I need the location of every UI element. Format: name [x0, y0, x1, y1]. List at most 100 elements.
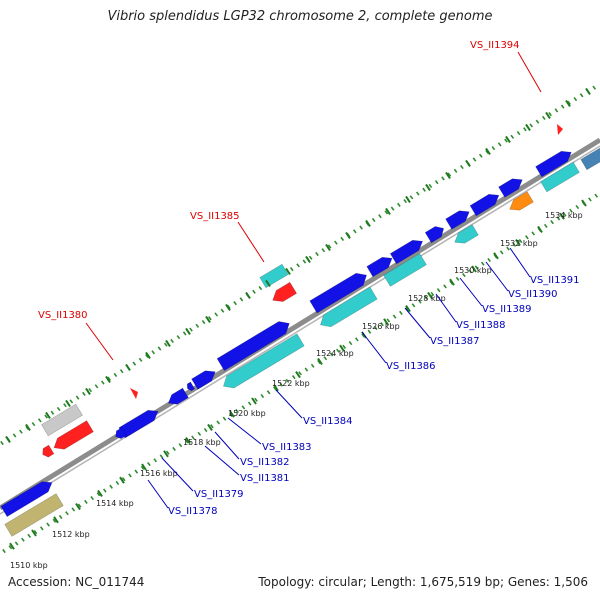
scale-tick [325, 243, 331, 251]
gc-tick [548, 112, 552, 117]
feature-label: VS_II1385 [190, 211, 240, 222]
gc-tick [254, 397, 258, 402]
gc-tick [128, 473, 132, 478]
gc-tick [560, 104, 565, 109]
scale-tick [515, 239, 521, 247]
backbone-layer [0, 137, 600, 515]
feature-label: VS_II1383 [262, 442, 312, 453]
gc-tick [165, 450, 170, 455]
feature-label: VS_II1387 [430, 336, 480, 347]
gc-tick [409, 195, 414, 200]
steelblue-feature [580, 147, 600, 171]
gc-tick [233, 301, 237, 306]
gc-tick [554, 108, 559, 113]
gc-tick [417, 299, 422, 304]
gc-tick [386, 318, 391, 323]
gc-tick [170, 338, 174, 344]
gc-tick [100, 380, 105, 385]
forward-cds-feature [115, 427, 128, 439]
gc-tick [588, 197, 592, 202]
forward-cds-feature [216, 321, 290, 372]
gc-tick [462, 272, 466, 278]
gc-tick [285, 378, 290, 383]
gc-tick [499, 250, 504, 255]
scale-label: 1520 kbp [228, 409, 266, 418]
gc-tick [569, 208, 573, 213]
scale-tick [295, 371, 301, 379]
gc-tick [50, 410, 55, 415]
feature-label: VS_II1381 [240, 473, 290, 484]
forward-cds-feature [186, 381, 196, 392]
misc-feature [4, 493, 64, 537]
gc-tick [447, 172, 452, 177]
gc-tick [71, 507, 76, 512]
gc-tick [82, 391, 86, 396]
scale-tick [559, 212, 565, 220]
gc-tick [573, 96, 578, 102]
gc-tick [172, 446, 176, 452]
gc-tick [228, 412, 233, 417]
reverse-cds-feature [320, 286, 378, 328]
scale-label: 1514 kbp [96, 499, 134, 508]
scale-tick [25, 423, 31, 431]
gc-tick [535, 119, 540, 124]
gc-tick [298, 371, 302, 376]
gc-tick [310, 363, 315, 368]
gc-tick [44, 414, 48, 419]
gc-tick [315, 251, 319, 257]
scale-label: 1516 kbp [140, 469, 178, 478]
trna-feature [41, 403, 83, 437]
reverse-cds-feature [223, 333, 305, 389]
gc-tick [121, 477, 126, 482]
gc-tick [550, 220, 554, 225]
gc-tick [436, 288, 441, 293]
scale-label: 1522 kbp [272, 379, 310, 388]
gc-tick [203, 427, 208, 433]
scale-tick [265, 279, 271, 287]
scale-tick [485, 147, 491, 155]
gc-tick [56, 406, 61, 412]
gc-tick [516, 130, 521, 136]
scale-tick [345, 231, 351, 239]
gc-tick [266, 390, 271, 395]
gc-tick [422, 187, 426, 192]
gc-tick [403, 198, 408, 204]
gc-tick [525, 235, 529, 240]
gc-tick [302, 259, 307, 264]
gc-tick [579, 93, 584, 98]
forward-cds-feature [366, 256, 393, 278]
gc-tick [399, 310, 403, 315]
scale-tick [339, 344, 345, 352]
scale-tick [141, 463, 147, 471]
gc-tick [222, 416, 227, 421]
gc-tick [334, 240, 338, 245]
gc-tick [455, 276, 460, 281]
feature-label: VS_II1390 [508, 289, 558, 300]
scale-label: 1510 kbp [10, 561, 48, 570]
gc-tick [113, 372, 118, 378]
scale-tick [505, 135, 511, 143]
reverse-cds-feature [383, 253, 427, 287]
gc-tick [430, 291, 435, 297]
forward-cds-feature [309, 272, 367, 314]
gc-tick [380, 322, 384, 327]
gc-tick [195, 323, 200, 328]
feature-label: VS_II1391 [530, 275, 580, 286]
gc-tick [523, 127, 527, 132]
scale-tick [449, 278, 455, 286]
gc-tick [434, 180, 439, 185]
gc-tick [75, 395, 80, 400]
gc-tick [392, 314, 397, 319]
label-connector [147, 479, 169, 509]
scale-label: 1518 kbp [183, 438, 221, 447]
reverse-cds-feature [540, 161, 580, 193]
gc-tick [14, 541, 19, 546]
label-connector [485, 261, 509, 292]
scale-tick [493, 252, 499, 260]
genome-summary-text: Topology: circular; Length: 1,675,519 bp… [258, 575, 588, 589]
label-connector [404, 307, 431, 339]
reverse-cds-feature [259, 263, 289, 289]
gc-tick [415, 191, 420, 196]
accession-text: Accession: NC_011744 [8, 575, 145, 589]
